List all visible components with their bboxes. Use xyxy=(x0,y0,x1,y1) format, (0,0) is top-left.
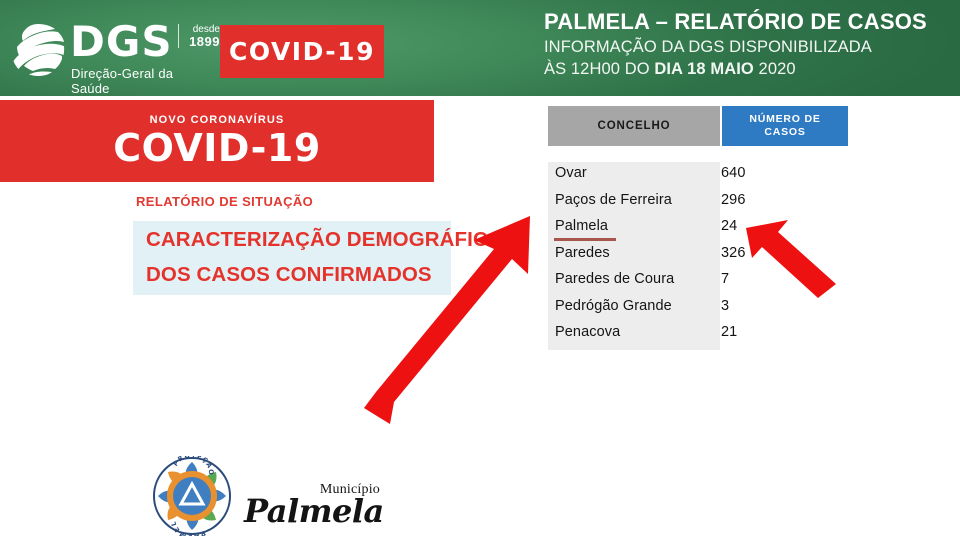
table-row: Paredes 326 xyxy=(548,243,848,270)
protecao-civil-palmela-emblem: PROTEÇÃO CIVIL PALMELA xyxy=(152,456,231,536)
dgs-wordmark: DGS xyxy=(70,17,173,66)
report-line-1: CARACTERIZAÇÃO DEMOGRÁFICA xyxy=(146,228,503,251)
palmela-label: Palmela xyxy=(244,492,384,530)
table-row: Ovar 640 xyxy=(548,163,848,190)
table-cell-concelho: Paredes de Coura xyxy=(555,271,675,287)
covid-banner-kicker: NOVO CORONAVÍRUS xyxy=(149,113,285,126)
dgs-desde-label: desde xyxy=(192,24,220,35)
table-cell-casos: 296 xyxy=(721,191,746,208)
covid19-chip-label: COVID-19 xyxy=(229,37,375,66)
report-kicker: RELATÓRIO DE SITUAÇÃO xyxy=(136,194,314,209)
page-title: PALMELA – RELATÓRIO DE CASOS xyxy=(544,9,927,34)
globe-icon xyxy=(13,24,65,76)
municipio-palmela-wordmark: Município Palmela xyxy=(244,482,384,528)
table-cell-casos: 3 xyxy=(721,297,730,314)
table-cell-concelho: Pedrógão Grande xyxy=(555,297,672,314)
dgs-desde-year: 1899 xyxy=(189,34,220,49)
covid-banner-title: COVID-19 xyxy=(113,125,321,170)
dgs-desde-block: desde 1899 xyxy=(178,24,220,48)
header-date-suffix: 2020 xyxy=(753,60,796,78)
header-text-block: PALMELA – RELATÓRIO DE CASOS INFORMAÇÃO … xyxy=(544,8,954,80)
palmela-underline-marker xyxy=(554,238,616,241)
casos-line2: CASOS xyxy=(764,126,806,138)
header-band: DGS desde 1899 Direção-Geral da Saúde CO… xyxy=(0,0,960,96)
table-cell-casos: 326 xyxy=(721,244,746,261)
table-cell-concelho: Paços de Ferreira xyxy=(555,191,672,208)
table-header-concelho-label: CONCELHO xyxy=(597,120,671,132)
table-cell-casos: 7 xyxy=(721,271,730,287)
covid-banner: NOVO CORONAVÍRUS COVID-19 xyxy=(0,100,434,182)
header-date-prefix: ÀS 12H00 DO xyxy=(544,60,655,78)
table-cell-casos: 640 xyxy=(721,165,746,181)
table-row: Pedrógão Grande 3 xyxy=(548,296,848,323)
table-row-palmela: Palmela 24 xyxy=(548,216,848,243)
header-subtitle-line2: ÀS 12H00 DO DIA 18 MAIO 2020 xyxy=(544,58,954,80)
dgs-logo: DGS desde 1899 Direção-Geral da Saúde xyxy=(8,17,220,96)
table-cell-casos: 24 xyxy=(721,218,738,234)
table-body-background xyxy=(548,162,720,350)
casos-line1: NÚMERO DE xyxy=(749,113,821,125)
table-cell-concelho: Penacova xyxy=(555,324,621,340)
report-line-2: DOS CASOS CONFIRMADOS xyxy=(146,263,432,286)
table-cell-concelho: Palmela xyxy=(555,218,609,234)
table-row: Paredes de Coura 7 xyxy=(548,269,848,296)
table-row: Penacova 21 xyxy=(548,322,848,349)
table-row: Paços de Ferreira 296 xyxy=(548,190,848,217)
report-highlight-box xyxy=(133,221,451,295)
municipio-label: Município xyxy=(319,482,380,497)
covid19-chip: COVID-19 xyxy=(220,25,384,78)
header-date-bold: DIA 18 MAIO xyxy=(654,60,754,78)
dgs-subtitle: Direção-Geral da Saúde xyxy=(71,66,174,96)
table-header-casos-label: NÚMERO DE CASOS xyxy=(749,113,820,139)
arrow-pointing-to-palmela-row xyxy=(364,216,530,424)
table-header-numero-casos: NÚMERO DE CASOS xyxy=(722,106,848,146)
arrow-pointing-to-case-count xyxy=(746,220,836,298)
header-subtitle-line1: INFORMAÇÃO DA DGS DISPONIBILIZADA xyxy=(544,38,872,56)
table-cell-concelho: Ovar xyxy=(555,165,587,181)
table-header-concelho: CONCELHO xyxy=(548,106,720,146)
table-cell-concelho: Paredes xyxy=(555,244,610,261)
table-cell-casos: 21 xyxy=(721,324,738,340)
